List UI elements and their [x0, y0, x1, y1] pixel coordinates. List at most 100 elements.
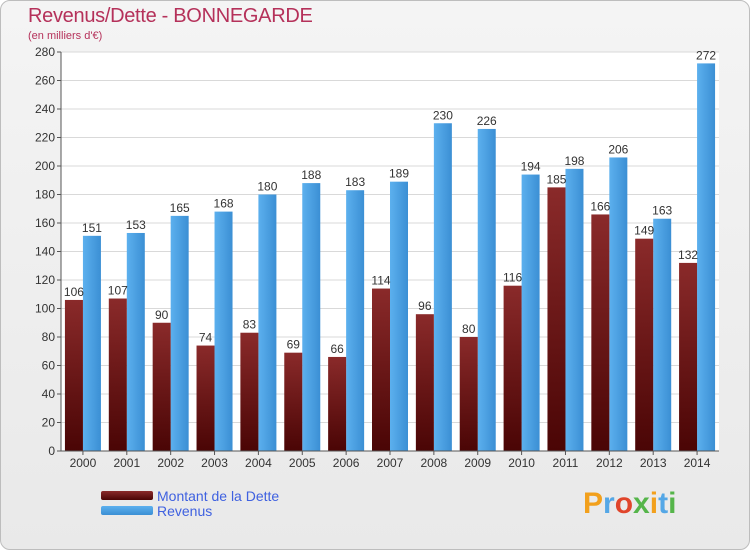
bar-revenus	[390, 181, 408, 452]
bar-dette	[64, 299, 83, 451]
chart-legend: Montant de la Dette Revenus	[101, 487, 280, 519]
y-tick-label: 60	[42, 359, 56, 373]
data-label-revenus: 272	[696, 48, 716, 62]
bar-dette	[152, 322, 171, 451]
chart-subtitle: (en milliers d'€)	[28, 30, 103, 42]
data-label-dette: 96	[418, 299, 432, 313]
x-tick-label: 2013	[640, 456, 667, 470]
bar-chart: 106 151 107 153 90 165 74 168 83 180 69 188 66 183 114…	[35, 45, 719, 470]
data-label-revenus: 168	[214, 197, 234, 211]
bar-revenus	[258, 194, 277, 451]
bar-revenus	[697, 63, 716, 452]
data-label-dette: 83	[243, 318, 257, 332]
bar-dette	[459, 337, 478, 451]
data-label-dette: 132	[678, 248, 698, 262]
x-tick-label: 2006	[333, 456, 360, 470]
data-label-dette: 185	[546, 172, 566, 186]
x-tick-label: 2007	[377, 456, 404, 470]
x-tick-label: 2001	[113, 456, 140, 470]
x-tick-label: 2010	[508, 456, 535, 470]
y-tick-label: 120	[35, 273, 55, 287]
legend-label-revenus: Revenus	[157, 502, 213, 519]
y-tick-label: 220	[35, 131, 55, 145]
y-tick-label: 200	[35, 159, 55, 173]
bar-dette	[372, 288, 390, 451]
x-tick-label: 2004	[245, 456, 272, 470]
data-label-dette: 106	[64, 285, 84, 299]
data-label-revenus: 206	[608, 142, 628, 156]
chart-title: Revenus/Dette - BONNEGARDE	[28, 5, 313, 27]
data-label-dette: 107	[108, 284, 128, 298]
y-tick-label: 160	[35, 216, 55, 230]
bar-revenus	[126, 232, 145, 451]
x-tick-label: 2012	[596, 456, 623, 470]
bar-dette	[679, 262, 698, 451]
bar-revenus	[82, 235, 101, 451]
bar-dette	[547, 187, 566, 451]
data-label-revenus: 194	[521, 160, 541, 174]
y-tick-label: 100	[35, 302, 55, 316]
data-label-dette: 114	[371, 274, 390, 288]
legend-item-dette: Montant de la Dette	[101, 487, 280, 504]
logo-letter: P	[583, 487, 604, 520]
data-label-dette: 69	[287, 338, 301, 352]
data-label-revenus: 163	[652, 204, 672, 218]
bar-dette	[284, 352, 303, 451]
x-tick-label: 2014	[684, 456, 711, 470]
bar-dette	[328, 356, 347, 451]
data-label-revenus: 165	[170, 201, 190, 215]
data-label-dette: 80	[462, 322, 476, 336]
y-tick-label: 140	[35, 245, 55, 259]
logo-letter: i	[668, 487, 677, 520]
proxiti-logo: Proxiti	[583, 487, 676, 521]
data-label-revenus: 198	[564, 154, 584, 168]
bar-revenus	[653, 218, 672, 451]
bar-dette	[108, 298, 127, 451]
y-tick-label: 280	[35, 45, 55, 59]
bar-revenus	[521, 174, 540, 452]
logo-letter: o	[614, 487, 634, 520]
x-tick-label: 2003	[201, 456, 228, 470]
x-tick-label: 2002	[157, 456, 184, 470]
data-label-revenus: 151	[82, 221, 102, 235]
bar-revenus	[477, 128, 496, 451]
logo-letter: t	[658, 487, 669, 520]
bar-revenus	[565, 168, 584, 451]
data-label-dette: 90	[155, 308, 169, 322]
legend-label-dette: Montant de la Dette	[157, 487, 280, 504]
bar-revenus	[170, 215, 189, 451]
y-tick-label: 0	[48, 444, 55, 458]
data-label-dette: 116	[503, 271, 522, 285]
bar-dette	[591, 214, 610, 451]
x-tick-label: 2008	[421, 456, 448, 470]
data-label-dette: 74	[199, 331, 213, 345]
data-label-revenus: 153	[126, 218, 146, 232]
bar-revenus	[214, 211, 233, 451]
bar-dette	[196, 345, 215, 451]
logo-letter: i	[649, 487, 659, 520]
x-tick-label: 2000	[70, 456, 97, 470]
bar-revenus	[609, 157, 628, 451]
data-label-revenus: 226	[477, 114, 497, 128]
data-label-revenus: 189	[389, 167, 409, 181]
data-label-revenus: 230	[433, 108, 453, 122]
y-tick-label: 260	[35, 74, 55, 88]
legend-swatch-revenus	[101, 506, 153, 515]
legend-swatch-dette	[101, 491, 153, 500]
x-tick-label: 2011	[553, 456, 579, 470]
y-tick-label: 20	[42, 416, 56, 430]
data-label-dette: 149	[634, 224, 654, 238]
bar-dette	[415, 314, 434, 451]
bar-dette	[503, 285, 522, 451]
bar-dette	[635, 238, 654, 451]
bar-revenus	[433, 123, 452, 451]
bar-revenus	[302, 183, 321, 451]
logo-letter: x	[633, 487, 650, 520]
x-tick-label: 2005	[289, 456, 316, 470]
data-label-revenus: 188	[301, 168, 321, 182]
bar-dette	[240, 332, 259, 451]
x-tick-label: 2009	[464, 456, 491, 470]
data-label-revenus: 183	[345, 175, 365, 189]
y-tick-label: 40	[42, 387, 56, 401]
